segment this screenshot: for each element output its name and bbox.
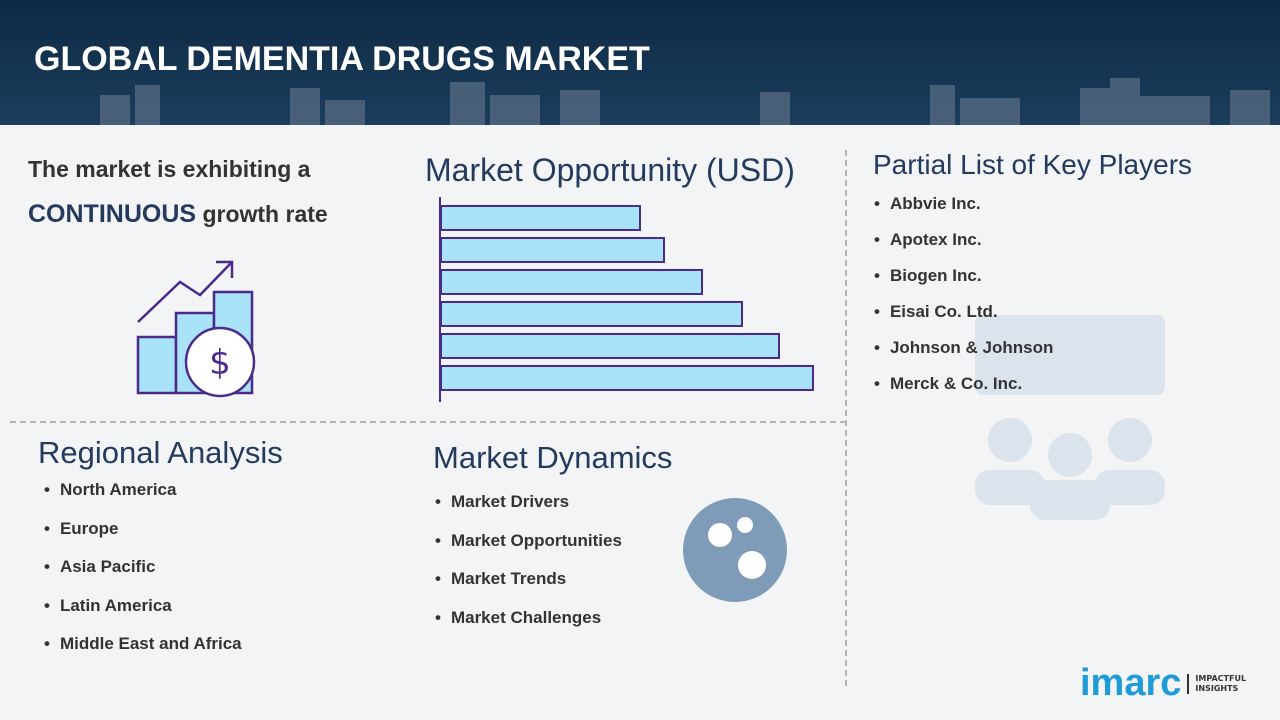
page-title: GLOBAL DEMENTIA DRUGS MARKET xyxy=(34,40,650,78)
regional-title: Regional Analysis xyxy=(38,435,283,470)
players-list: Abbvie Inc.Apotex Inc.Biogen Inc.Eisai C… xyxy=(874,194,1053,410)
growth-text: The market is exhibiting a xyxy=(28,156,311,182)
list-item: Market Opportunities xyxy=(435,531,622,570)
list-item: Merck & Co. Inc. xyxy=(874,374,1053,410)
dynamics-list: Market DriversMarket OpportunitiesMarket… xyxy=(435,492,622,646)
list-item: Europe xyxy=(44,519,242,558)
list-item: Eisai Co. Ltd. xyxy=(874,302,1053,338)
list-item: Apotex Inc. xyxy=(874,230,1053,266)
opportunity-bars xyxy=(439,197,814,402)
list-item: Johnson & Johnson xyxy=(874,338,1053,374)
svg-text:$: $ xyxy=(209,343,231,383)
list-item: Biogen Inc. xyxy=(874,266,1053,302)
list-item: Market Drivers xyxy=(435,492,622,531)
list-item: Abbvie Inc. xyxy=(874,194,1053,230)
regional-list: North AmericaEuropeAsia PacificLatin Ame… xyxy=(44,480,242,673)
opportunity-title: Market Opportunity (USD) xyxy=(425,152,795,188)
skyline xyxy=(100,78,1270,125)
list-item: Middle East and Africa xyxy=(44,634,242,673)
growth-icon: $ xyxy=(136,260,256,398)
growth-highlight: CONTINUOUS xyxy=(28,200,197,228)
list-item: Asia Pacific xyxy=(44,557,242,596)
tagline: IMPACTFUL xyxy=(1195,673,1247,683)
logo-name: imarc xyxy=(1080,662,1182,704)
header: GLOBAL DEMENTIA DRUGS MARKET xyxy=(0,0,1280,125)
list-item: Market Challenges xyxy=(435,608,622,647)
logo-tagline: IMPACTFUL INSIGHTS xyxy=(1187,673,1247,694)
dynamics-title: Market Dynamics xyxy=(433,440,673,475)
players-title: Partial List of Key Players xyxy=(873,149,1193,180)
logo: imarc IMPACTFUL INSIGHTS xyxy=(1080,662,1246,705)
list-item: Market Trends xyxy=(435,569,622,608)
gears-icon xyxy=(683,498,787,602)
growth-text: CONTINUOUS growth rate xyxy=(28,200,328,229)
list-item: Latin America xyxy=(44,596,242,635)
growth-rest: growth rate xyxy=(202,201,328,227)
list-item: North America xyxy=(44,480,242,519)
tagline: INSIGHTS xyxy=(1195,683,1239,693)
